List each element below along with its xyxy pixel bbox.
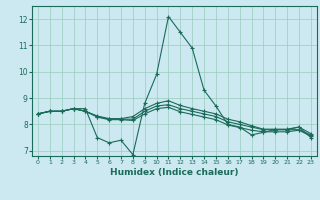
X-axis label: Humidex (Indice chaleur): Humidex (Indice chaleur) xyxy=(110,168,239,177)
